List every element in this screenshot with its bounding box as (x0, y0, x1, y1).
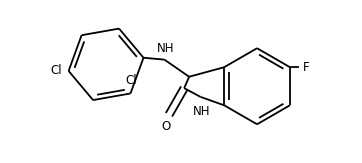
Text: O: O (161, 120, 171, 133)
Text: Cl: Cl (50, 64, 62, 77)
Text: NH: NH (193, 105, 210, 119)
Text: Cl: Cl (126, 74, 137, 87)
Text: F: F (303, 61, 310, 74)
Text: NH: NH (157, 42, 174, 55)
